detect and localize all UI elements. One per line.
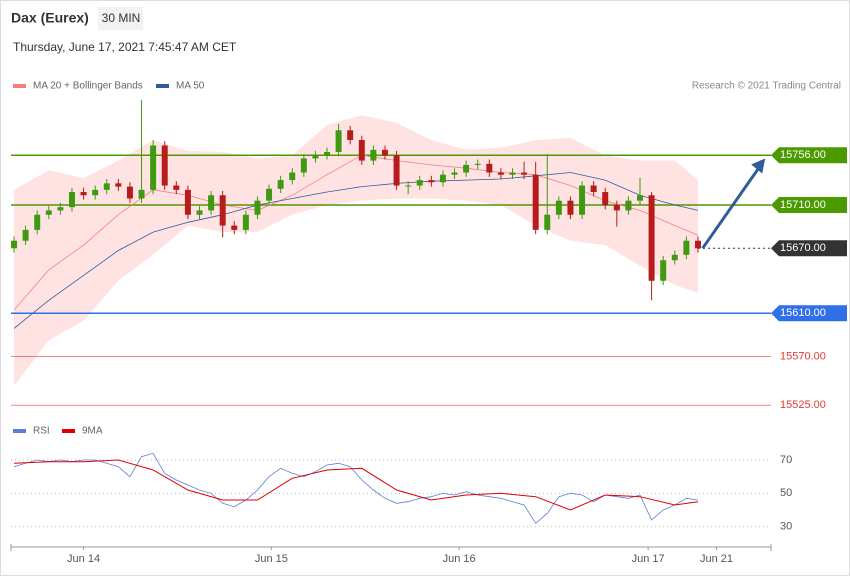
candle-body [602,192,609,205]
y-tick-label: 30 [780,521,792,533]
candle-body [463,164,470,173]
candle-body [231,225,238,230]
candle-body [648,195,655,281]
legend-swatch [62,429,75,433]
candle-body [613,205,620,211]
level-tag [771,197,847,213]
candle-body [126,186,133,199]
candle-body [115,183,122,187]
level-label: 15570.00 [780,350,826,362]
forecast-arrow [701,163,763,250]
candle-body [161,145,168,186]
arrow-head [751,158,766,174]
level-label: 15756.00 [780,149,826,161]
candle-body [138,189,145,199]
attribution: Research © 2021 Trading Central [692,81,841,92]
candle-body [439,174,446,183]
level-label: 15525.00 [780,399,826,411]
x-tick-label: Jun 17 [632,553,665,565]
candle-body [208,195,215,211]
candle-body [683,240,690,255]
candle-body [428,180,435,183]
candle-body [567,200,574,215]
candle-body [509,172,516,175]
y-tick-label: 50 [780,487,792,499]
candle-body [173,185,180,190]
candle-body [80,192,87,196]
candle-body [150,145,157,190]
candle-body [694,240,701,249]
candle-body [579,185,586,215]
candle-body [266,188,273,201]
timeframe-box [98,7,143,30]
x-tick-label: Jun 14 [67,553,100,565]
candle-body [11,240,18,249]
candle-body [103,183,110,190]
candle-body [324,151,331,156]
candle-body [335,130,342,152]
rsi-line [13,452,699,524]
candle-body [486,163,493,173]
candle-body [289,172,296,181]
level-tag [771,305,847,322]
timeframe: 30 MIN [102,11,141,25]
candle-body [57,207,64,211]
candle-body [660,260,667,281]
candle-body [625,200,632,211]
candle-body [92,189,99,196]
legend-label: RSI [33,426,50,437]
candle-body [254,200,261,215]
legend-swatch [13,84,26,88]
level-tag [771,147,847,164]
candle-body [312,155,319,159]
candle-body [300,158,307,173]
candle-body [497,172,504,175]
candle-body [370,149,377,161]
candle-body [381,149,388,156]
candle-body [184,189,191,215]
candle-body [416,180,423,186]
level-label: 15710.00 [780,199,826,211]
candle-body [68,192,75,208]
x-tick-label: Jun 15 [255,553,288,565]
candle-body [45,210,52,215]
candle-body [242,214,249,230]
chart-title: Dax (Eurex) [11,10,89,26]
candle-body [532,174,539,230]
candle-body [474,163,481,165]
candle-body [34,214,41,230]
candle-body [451,172,458,175]
candle-body [405,185,412,187]
bollinger-band [14,115,698,386]
candle-body [196,210,203,215]
candle-body [277,180,284,189]
y-tick-label: 70 [780,454,792,466]
level-tag [771,240,847,257]
legend-label: MA 20 + Bollinger Bands [33,81,143,92]
candle-body [347,130,354,141]
ma-line [13,172,699,329]
legend-label: 9MA [82,426,103,437]
legend-swatch [156,84,169,88]
legend-swatch [13,429,26,433]
subtitle: Thursday, June 17, 2021 7:45:47 AM CET [13,40,237,54]
candle-body [521,172,528,175]
candle-body [590,185,597,193]
candle-body [637,195,644,201]
candle-body [544,214,551,230]
rsi-line [13,459,699,511]
level-label: 15670.00 [780,242,826,254]
x-tick-label: Jun 21 [700,553,733,565]
candle-body [555,200,562,215]
candle-body [671,254,678,261]
x-tick-label: Jun 16 [443,553,476,565]
legend-label: MA 50 [176,81,205,92]
level-label: 15610.00 [780,307,826,319]
candle-body [22,229,29,241]
candle-body [358,140,365,161]
candle-body [219,195,226,226]
candle-body [393,155,400,186]
